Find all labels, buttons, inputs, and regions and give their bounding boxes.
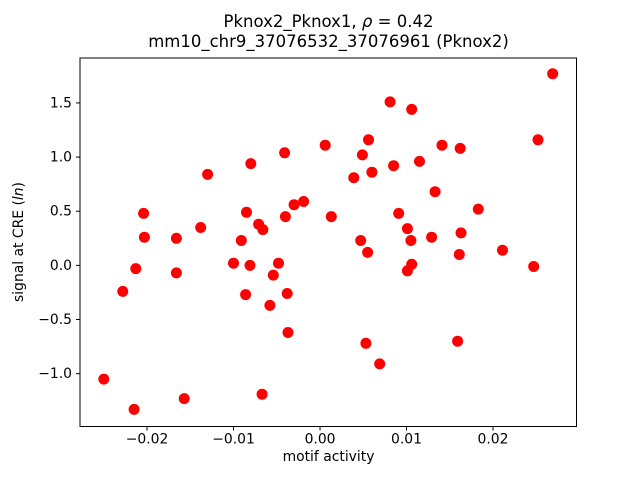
data-point	[388, 160, 400, 172]
chart-title: Pknox2_Pknox1, ρ = 0.42 mm10_chr9_370765…	[80, 12, 577, 51]
y-tick-label: 1.5	[50, 95, 72, 111]
data-point	[282, 327, 294, 338]
data-point	[98, 373, 110, 385]
data-point	[454, 142, 466, 154]
data-point	[288, 199, 300, 211]
x-tick-label: 0.01	[391, 432, 422, 448]
data-point	[360, 337, 372, 349]
data-point	[257, 224, 269, 236]
data-point	[228, 257, 239, 269]
chart-title-prefix: Pknox2_Pknox1,	[223, 12, 362, 31]
data-point	[170, 267, 182, 279]
data-point	[279, 147, 291, 159]
data-point	[374, 358, 386, 370]
data-point	[414, 155, 425, 167]
data-point	[406, 258, 418, 270]
data-point	[178, 393, 190, 405]
data-point	[401, 223, 413, 235]
data-point	[298, 196, 310, 207]
data-point	[279, 211, 291, 223]
y-tick-label: −1.0	[38, 366, 72, 382]
data-point	[117, 285, 129, 297]
data-point	[355, 235, 367, 246]
y-tick-label: 0.0	[50, 258, 72, 274]
data-point	[244, 259, 256, 271]
data-point	[348, 172, 360, 184]
data-point	[325, 211, 337, 223]
data-point	[393, 207, 405, 219]
x-tick-label: −0.01	[212, 432, 255, 448]
data-point	[363, 134, 374, 146]
data-point	[241, 206, 252, 218]
x-tick-label: −0.02	[126, 432, 169, 448]
data-point	[362, 246, 374, 258]
data-point	[384, 96, 396, 108]
data-point	[138, 207, 150, 219]
chart-title-line2: mm10_chr9_37076532_37076961 (Pknox2)	[148, 31, 509, 51]
data-point	[195, 222, 207, 233]
data-point	[472, 203, 484, 215]
chart-title-suffix: = 0.42	[372, 12, 434, 31]
data-point	[547, 68, 559, 80]
data-point	[426, 231, 438, 243]
data-point	[455, 227, 467, 239]
data-point	[273, 257, 284, 269]
y-tick-label: 1.0	[50, 150, 72, 166]
plot-frame	[79, 57, 577, 427]
data-point	[245, 158, 257, 170]
data-point	[128, 403, 140, 415]
data-point	[406, 103, 418, 115]
data-point	[138, 231, 150, 243]
data-point	[528, 261, 540, 272]
y-tick-label: 0.5	[50, 204, 72, 220]
data-point	[130, 263, 142, 275]
data-point	[497, 244, 508, 256]
data-point	[452, 335, 464, 347]
data-point	[170, 232, 182, 244]
rho-symbol: ρ	[361, 12, 373, 31]
data-point	[453, 249, 465, 260]
y-tick-label: −0.5	[38, 312, 72, 328]
data-point	[202, 168, 214, 180]
data-point	[256, 388, 268, 400]
data-point	[240, 289, 252, 301]
data-point	[436, 139, 448, 151]
x-tick-label: 0.02	[478, 432, 509, 448]
x-axis-label: motif activity	[282, 449, 375, 465]
data-point	[264, 299, 276, 311]
data-point	[235, 235, 247, 246]
data-point	[405, 235, 417, 246]
data-point	[319, 139, 331, 151]
data-point	[281, 288, 293, 299]
chart-title-line1: Pknox2_Pknox1, ρ = 0.42	[80, 12, 577, 32]
data-point	[532, 134, 544, 146]
data-point	[366, 166, 378, 178]
x-tick-label: 0.00	[305, 432, 336, 448]
data-point	[429, 186, 441, 198]
data-point	[267, 269, 279, 281]
data-point	[356, 149, 368, 161]
